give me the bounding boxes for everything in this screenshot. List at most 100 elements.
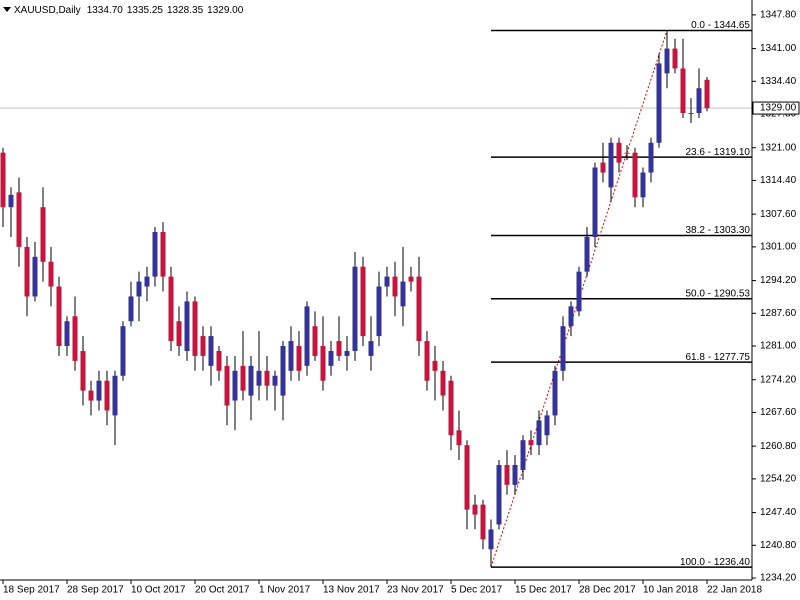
candle-body [168,276,174,342]
close-value: 1329.00 [207,5,244,16]
candle-body [240,365,246,391]
candle-body [296,346,302,371]
candle-body [464,445,470,510]
y-tick-label: 1334.40 [760,76,797,87]
x-tick-label: 28 Dec 2017 [579,585,636,596]
candle-body [280,346,286,396]
y-tick-label: 1267.60 [760,407,797,418]
candle-body [272,375,278,386]
candle-body [696,88,702,114]
high-value: 1335.25 [127,5,164,16]
candle-body [472,504,478,515]
candle-body [48,261,54,287]
candle-body [112,375,118,416]
candle-body [328,350,334,366]
candle-body [312,326,318,356]
candle-body [8,194,14,208]
x-tick-label: 10 Oct 2017 [131,585,186,596]
y-tick-label: 1234.20 [760,573,797,584]
candle-body [584,236,590,272]
candle-body [88,390,94,401]
candle-body [184,301,190,351]
candle-body [432,360,438,371]
plot: 0.0 - 1344.65 23.6 - 1319.10 38.2 - 1303.3… [0,20,752,568]
candle-body [152,232,158,277]
candle-body [176,321,182,347]
candle-body [288,341,294,371]
y-tick-label: 1240.80 [760,540,797,551]
candle-body [608,142,614,188]
candle-body [576,271,582,312]
price-label: 1329.00 [760,103,797,114]
candle-body [128,296,134,322]
candle-body [624,152,630,154]
y-tick-label: 1341.00 [760,43,797,54]
x-tick-label: 5 Dec 2017 [451,585,503,596]
y-tick-label: 1281.00 [760,341,797,352]
candle-body [592,167,598,237]
y-tick-label: 1307.60 [760,209,797,220]
x-tick-label: 28 Sep 2017 [67,585,124,596]
fib-label: 0.0 - 1344.65 [691,20,750,31]
fib-label: 38.2 - 1303.30 [686,225,751,236]
candle-body [216,350,222,371]
candle-body [32,256,38,297]
candle-body [232,370,238,401]
y-tick-label: 1254.20 [760,474,797,485]
candle-body [416,276,422,342]
symbol: XAUUSD,Daily [14,5,81,16]
x-tick-label: 1 Nov 2017 [259,585,311,596]
candle-body [16,192,22,247]
candle-body [560,326,566,371]
y-tick-label: 1314.40 [760,175,797,186]
candle-body [344,350,350,356]
candle-body [440,370,446,396]
candle-body [256,370,262,386]
y-tick-label: 1347.80 [760,10,797,21]
candle-body [496,464,502,525]
candle-body [536,420,542,446]
candle-body [0,152,6,208]
x-tick-label: 20 Oct 2017 [195,585,250,596]
candle-body [544,415,550,436]
candle-body [64,321,70,347]
fib-label: 23.6 - 1319.10 [686,147,751,158]
x-tick-label: 23 Nov 2017 [387,585,444,596]
candle-body [400,281,406,307]
fib-label: 61.8 - 1277.75 [686,352,751,363]
candle-body [648,142,654,173]
candle-body [568,306,574,327]
price-label-box [752,101,800,115]
candle-body [136,281,142,297]
candle-body [352,266,358,351]
candle-body [120,326,126,376]
candle-body [40,207,46,262]
candle-body [336,341,342,356]
candle-body [248,365,254,396]
candle-body [552,370,558,416]
x-tick-label: 10 Jan 2018 [643,585,698,596]
y-tick-label: 1294.20 [760,275,797,286]
open-value: 1334.70 [87,5,124,16]
candle-body [368,341,374,356]
candle-body [104,380,110,411]
candle-body [632,152,638,198]
y-tick-label: 1301.00 [760,242,797,253]
header: XAUUSD,Daily 1334.70 1335.25 1328.35 1329.00 [14,5,244,16]
candle-body [200,336,206,356]
candle-body [392,276,398,297]
x-tick-label: 18 Sep 2017 [3,585,60,596]
candle-body [384,276,390,287]
y-tick-label: 1274.20 [760,374,797,385]
x-tick-label: 22 Jan 2018 [707,585,762,596]
x-tick-label: 15 Dec 2017 [515,585,572,596]
candle-body [480,504,486,540]
candle-body [320,346,326,381]
menu-arrow[interactable] [3,7,11,12]
x-tick-label: 13 Nov 2017 [323,585,380,596]
candle-body [664,48,670,74]
candle-body [528,440,534,446]
